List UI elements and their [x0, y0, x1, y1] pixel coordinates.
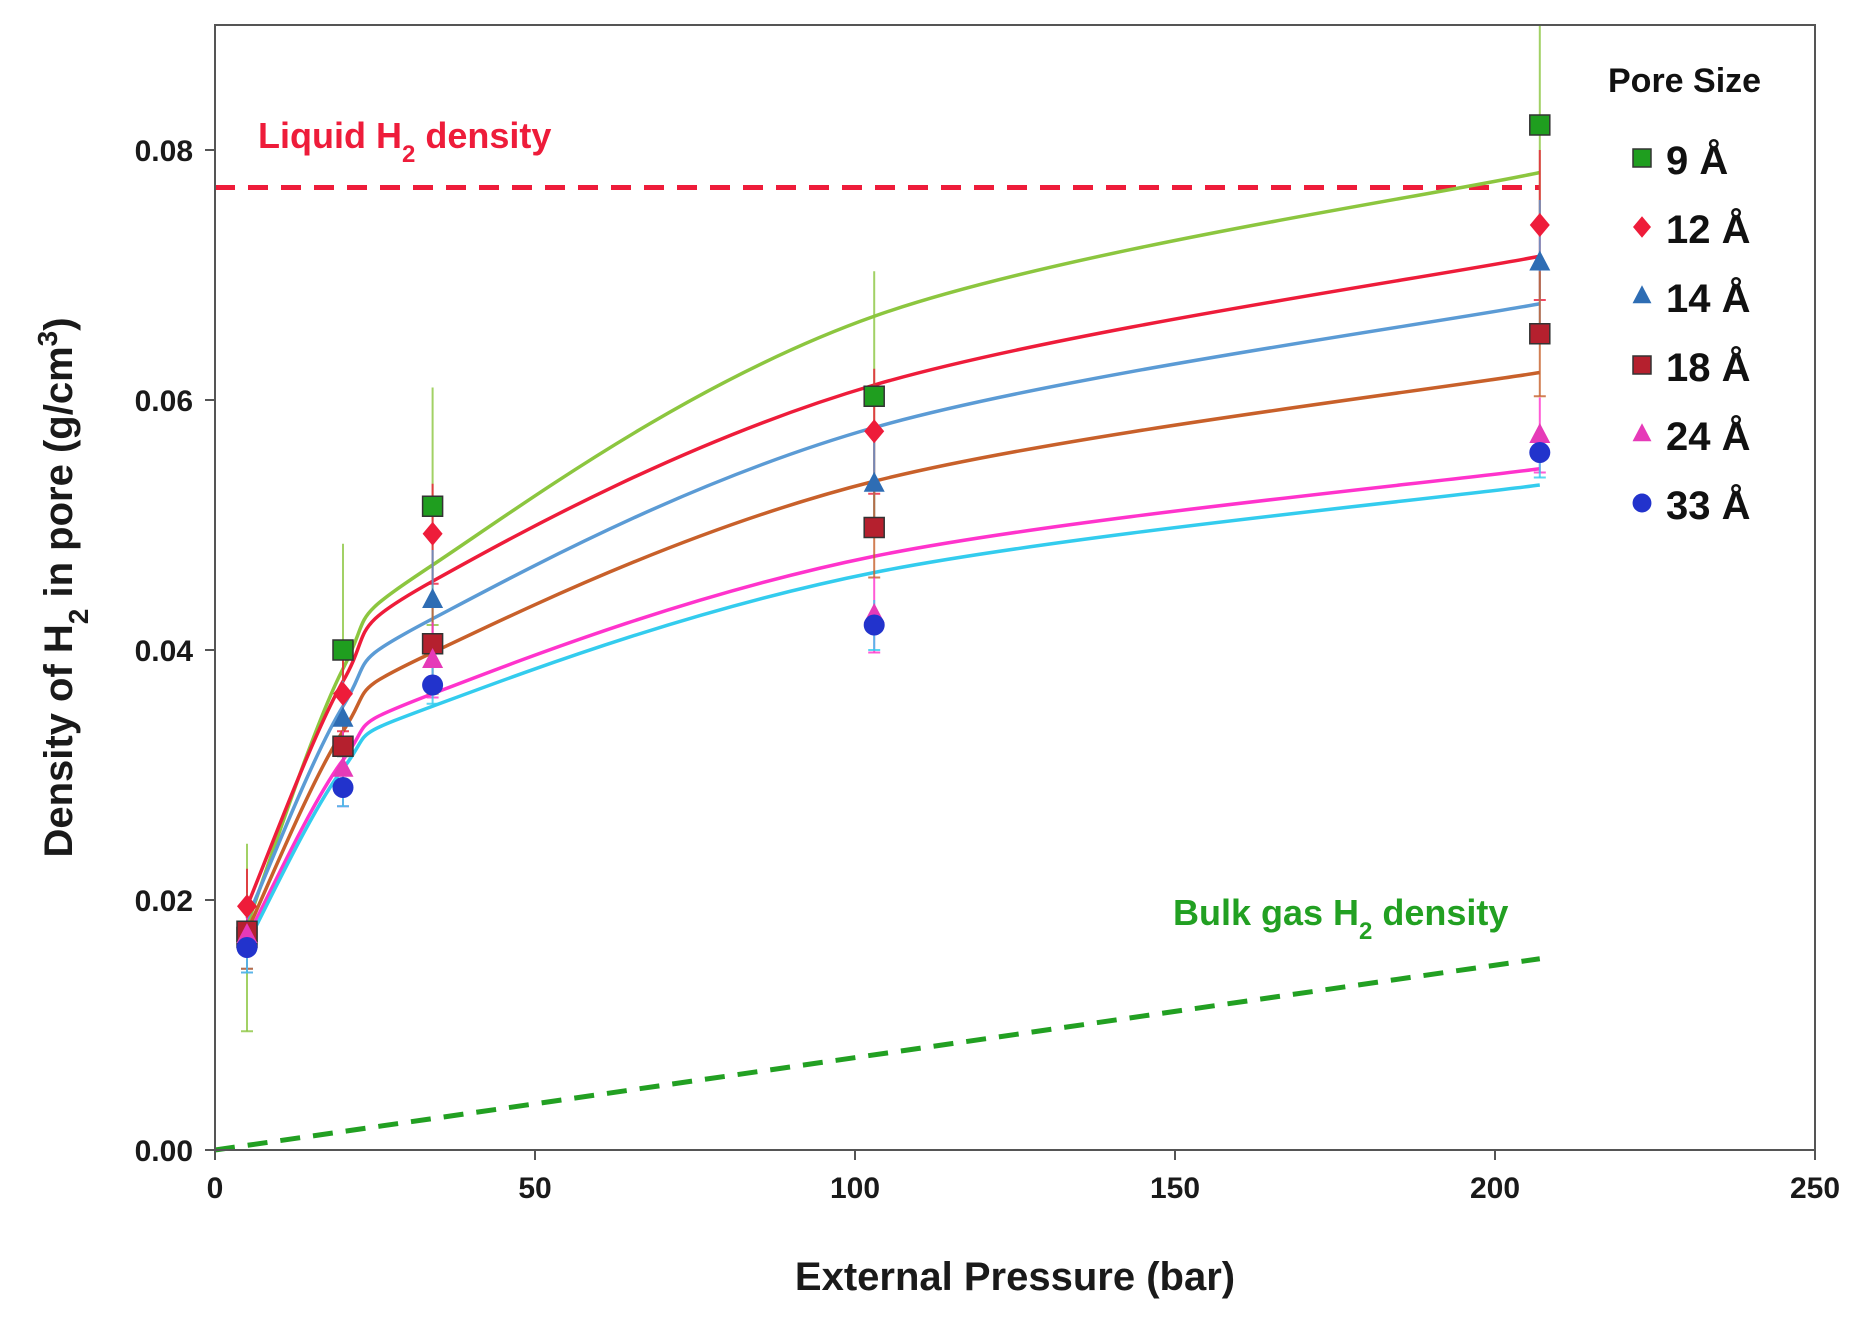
data-point	[333, 681, 353, 706]
data-point	[1529, 213, 1550, 237]
data-point	[422, 588, 444, 608]
legend-label: 33 Å	[1666, 483, 1751, 528]
data-point	[332, 777, 354, 798]
data-point	[332, 756, 354, 777]
x-tick-label: 250	[1790, 1172, 1840, 1205]
data-point	[237, 894, 257, 919]
liquid-density-label: Liquid H2 density	[258, 115, 551, 168]
bulk-label-sub: 2	[1359, 918, 1372, 945]
liquid-label-a: Liquid H	[258, 115, 402, 156]
bulk-label-b: density	[1372, 892, 1508, 933]
x-tick-label: 200	[1470, 1172, 1520, 1205]
legend-label: 12 Å	[1666, 207, 1751, 252]
data-point	[1529, 250, 1551, 271]
plot-frame	[214, 24, 1816, 1151]
x-axis-title: External Pressure (bar)	[795, 1255, 1235, 1299]
legend-label: 24 Å	[1666, 414, 1751, 459]
bulk-label-a: Bulk gas H	[1173, 892, 1359, 933]
legend-title: Pore Size	[1608, 62, 1761, 100]
x-tick-label: 0	[207, 1172, 224, 1205]
y-tick-label: 0.00	[135, 1135, 193, 1168]
data-point	[1529, 323, 1551, 345]
liquid-label-b: density	[415, 115, 551, 156]
bulk-gas-density-label: Bulk gas H2 density	[1173, 892, 1508, 945]
data-point	[332, 735, 354, 757]
legend-marker	[1632, 423, 1652, 442]
data-point	[864, 419, 885, 444]
y-axis-title: Density of H2 in pore (g/cm3)	[32, 317, 94, 857]
x-tick-label: 50	[518, 1172, 551, 1205]
x-axis-ticks: 0 50 100 150 200 250	[207, 1150, 1840, 1205]
fit-curve	[245, 370, 1541, 933]
y-tick-label: 0.08	[135, 135, 193, 168]
data-point	[863, 614, 885, 636]
y-tick-label: 0.06	[135, 385, 193, 418]
legend-marker	[1633, 216, 1651, 238]
fit-curve	[245, 302, 1541, 920]
y-axis-title-b: in pore (g/cm	[37, 346, 81, 608]
legend: Pore Size 9 Å 12 Å 14 Å 18 Å 24 Å 33 Å	[1608, 62, 1761, 528]
legend-label: 18 Å	[1666, 345, 1751, 390]
legend-marker	[1632, 355, 1652, 375]
legend-label: 14 Å	[1666, 276, 1751, 321]
data-point	[332, 706, 354, 727]
data-markers	[236, 114, 1551, 958]
data-point	[1529, 423, 1551, 443]
reference-line	[214, 956, 1541, 1153]
legend-marker	[1632, 493, 1652, 513]
data-point	[421, 495, 444, 517]
fit-curve	[245, 170, 1541, 926]
y-axis-title-sub: 2	[63, 609, 94, 625]
data-point	[863, 385, 885, 407]
data-point	[332, 639, 354, 661]
fit-curve	[245, 483, 1541, 945]
y-tick-label: 0.02	[135, 885, 193, 918]
y-axis-ticks: 0.00 0.02 0.04 0.06 0.08	[135, 135, 215, 1168]
legend-marker	[1632, 285, 1652, 304]
data-point	[422, 648, 444, 668]
fit-curve	[245, 254, 1541, 907]
data-point	[1529, 114, 1551, 136]
data-point	[236, 937, 258, 958]
data-point	[422, 521, 443, 546]
y-axis-title-c: )	[37, 317, 81, 330]
y-axis-title-a: Density of H	[37, 624, 81, 857]
liquid-label-sub: 2	[402, 141, 415, 168]
x-tick-label: 100	[830, 1172, 880, 1205]
fit-curve	[245, 467, 1541, 939]
legend-marker	[1632, 148, 1652, 168]
fit-curves	[245, 170, 1541, 945]
y-axis-title-sup: 3	[32, 331, 63, 347]
reference-lines	[214, 185, 1541, 1153]
data-point	[236, 923, 258, 943]
data-point	[863, 471, 885, 492]
x-tick-label: 150	[1150, 1172, 1200, 1205]
data-point	[1529, 442, 1551, 463]
data-point	[422, 674, 444, 696]
legend-label: 9 Å	[1666, 138, 1728, 183]
data-point	[863, 516, 885, 539]
y-tick-label: 0.04	[135, 635, 194, 668]
